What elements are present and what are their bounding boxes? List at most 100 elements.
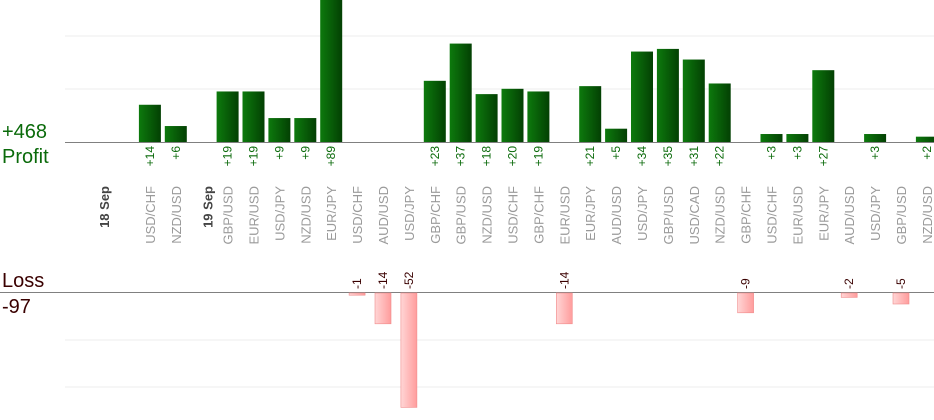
category-label: AUD/USD — [609, 186, 624, 245]
profit-bar — [708, 83, 731, 142]
category-label: NZD/USD — [169, 186, 184, 244]
profit-bar — [216, 91, 239, 142]
category-label: NZD/USD — [480, 186, 495, 244]
loss-value-label: -9 — [739, 278, 753, 289]
profit-label: Profit — [2, 146, 49, 168]
profit-bar — [475, 94, 498, 142]
profit-value-label: +20 — [506, 146, 520, 167]
date-label: 18 Sep — [97, 186, 112, 228]
loss-value-label: -14 — [557, 271, 571, 289]
profit-value-label: +21 — [583, 146, 597, 167]
profit-value-label: +3 — [790, 146, 804, 160]
loss-value-label: -5 — [894, 278, 908, 289]
category-label: USD/CHF — [506, 186, 521, 244]
profit-value-label: +19 — [247, 146, 261, 167]
profit-value-label: +9 — [272, 146, 286, 160]
profit-bar — [138, 104, 161, 142]
category-label: USD/CAD — [687, 186, 702, 245]
category-label: USD/CHF — [143, 186, 158, 244]
category-label: GBP/USD — [454, 186, 469, 245]
profit-bar — [579, 86, 602, 142]
loss-bar — [348, 292, 366, 296]
profit-value-label: +34 — [635, 146, 649, 167]
profit-bar — [656, 48, 679, 142]
category-label: NZD/USD — [920, 186, 934, 244]
profit-bar — [527, 91, 550, 142]
category-label: USD/JPY — [402, 186, 417, 241]
category-label: GBP/USD — [894, 186, 909, 245]
profit-bar — [242, 91, 265, 142]
category-label: NZD/USD — [713, 186, 728, 244]
category-label: USD/JPY — [868, 186, 883, 241]
profit-bar — [320, 0, 343, 142]
profit-bar — [268, 118, 291, 142]
profit-value-label: +18 — [480, 146, 494, 167]
profit-bar — [682, 59, 705, 142]
category-labels: USD/CHF NZD/USD GBP/USD EUR/USD USD/JPY NZD/U… — [97, 186, 934, 245]
loss-value-label: -1 — [350, 278, 364, 289]
category-label: USD/CHF — [350, 186, 365, 244]
profit-value-label: +23 — [428, 146, 442, 167]
category-label: USD/JPY — [635, 186, 650, 241]
loss-value-label: -52 — [402, 271, 416, 289]
category-label: EUR/USD — [790, 186, 805, 245]
profit-bar — [760, 134, 783, 142]
profit-bar — [423, 80, 446, 142]
profit-bar — [449, 43, 472, 142]
category-label: EUR/USD — [247, 186, 262, 245]
profit-value-label: +37 — [454, 146, 468, 167]
loss-bar — [555, 292, 573, 325]
loss-bar — [840, 292, 858, 298]
profit-bar — [915, 136, 934, 142]
profit-value-label: +2 — [920, 146, 934, 160]
gridlines — [0, 35, 934, 388]
loss-bar — [400, 292, 418, 408]
value-labels: +14 +6 +19 +19 +9 +9 +89 -1 -14 -52 +23 +37 +18 +20 +1… — [143, 146, 934, 289]
category-label: NZD/USD — [298, 186, 313, 244]
profit-bar — [631, 51, 653, 143]
date-label: 19 Sep — [201, 186, 216, 228]
profit-value-label: +3 — [868, 146, 882, 160]
category-label: EUR/JPY — [816, 186, 831, 241]
category-label: GBP/CHF — [739, 186, 754, 244]
profit-value-label: +5 — [609, 146, 623, 160]
category-label: EUR/USD — [557, 186, 572, 245]
profit-value-label: +22 — [713, 146, 727, 167]
category-label: AUD/USD — [842, 186, 857, 245]
profit-value-label: +3 — [765, 146, 779, 160]
bars — [138, 0, 934, 408]
profit-bar — [786, 134, 809, 142]
category-label: GBP/CHF — [428, 186, 443, 244]
category-label: AUD/USD — [376, 186, 391, 245]
category-label: USD/CHF — [765, 186, 780, 244]
profit-bar — [164, 126, 187, 142]
category-label: GBP/USD — [221, 186, 236, 245]
profit-value-label: +35 — [661, 146, 675, 167]
loss-bar — [737, 292, 754, 314]
profit-value-label: +19 — [531, 146, 545, 167]
category-label: USD/JPY — [272, 186, 287, 241]
profit-value-label: +31 — [687, 146, 701, 167]
profit-bar — [812, 70, 835, 142]
loss-bar — [374, 292, 392, 325]
profit-value-label: +6 — [169, 146, 183, 160]
loss-bar — [892, 292, 910, 305]
loss-value-label: -2 — [842, 278, 856, 289]
profit-value-label: +9 — [298, 146, 312, 160]
profit-bar — [501, 88, 524, 142]
profit-total: +468 — [2, 121, 47, 143]
category-label: GBP/CHF — [531, 186, 546, 244]
profit-value-label: +27 — [816, 146, 830, 167]
category-label: EUR/JPY — [324, 186, 339, 241]
category-label: EUR/JPY — [583, 186, 598, 241]
profit-bar — [605, 128, 628, 142]
category-label: GBP/USD — [661, 186, 676, 245]
profit-bar — [864, 134, 887, 142]
profit-value-label: +14 — [143, 146, 157, 167]
loss-label: Loss — [2, 270, 44, 292]
profit-bar — [294, 118, 317, 142]
loss-total: -97 — [2, 296, 31, 318]
profit-value-label: +89 — [324, 146, 338, 167]
profit-value-label: +19 — [221, 146, 235, 167]
